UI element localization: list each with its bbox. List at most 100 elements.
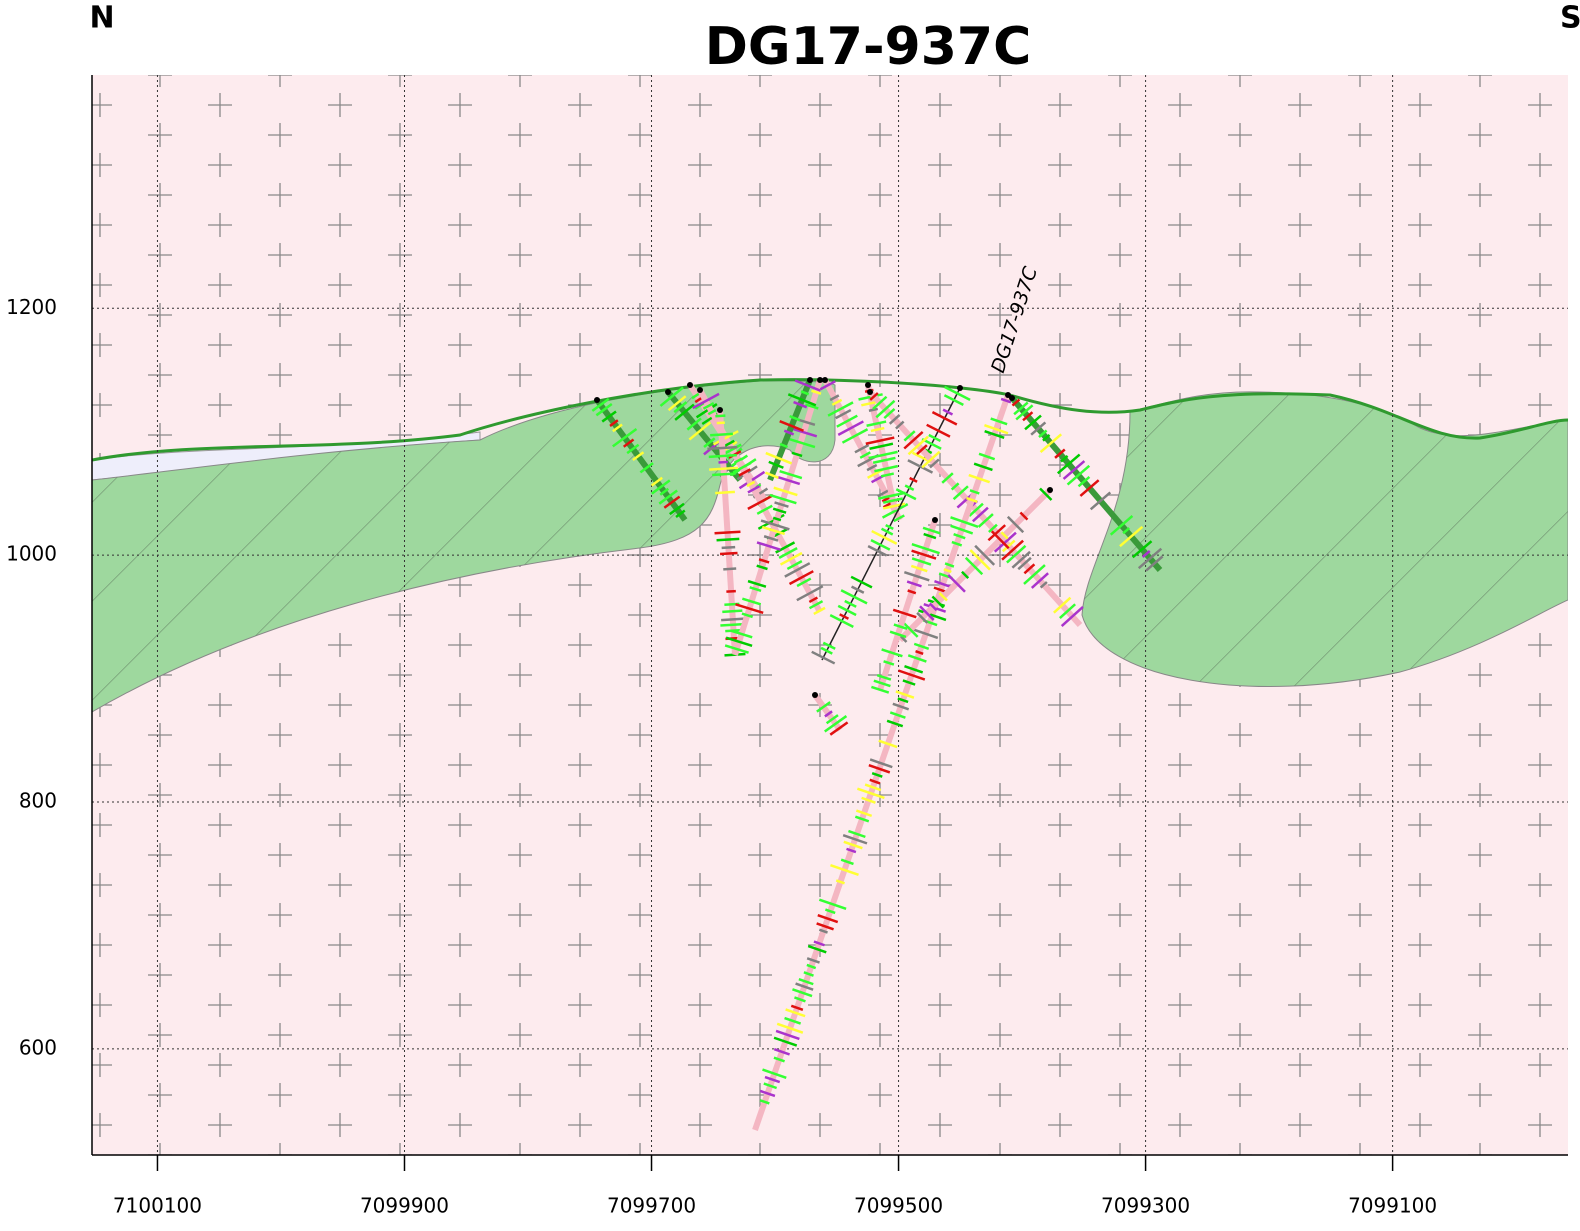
collar <box>932 517 938 523</box>
interval <box>907 654 927 663</box>
interval <box>913 628 939 640</box>
geology <box>92 75 1568 1155</box>
interval <box>773 1047 790 1056</box>
interval <box>785 436 816 449</box>
interval <box>776 1022 804 1034</box>
interval <box>902 621 919 638</box>
interval <box>723 439 735 448</box>
interval <box>934 580 952 589</box>
y-tick-label: 1200 <box>6 295 57 319</box>
interval <box>702 402 715 410</box>
interval <box>798 977 814 986</box>
interval <box>759 1099 770 1105</box>
interval <box>763 1082 778 1090</box>
interval <box>931 595 945 609</box>
interval <box>626 443 640 455</box>
interval <box>880 472 895 478</box>
interval <box>915 650 924 656</box>
interval <box>869 442 894 450</box>
interval <box>658 489 678 505</box>
interval <box>719 551 738 556</box>
interval <box>775 1029 800 1041</box>
interval <box>674 403 695 421</box>
collar <box>865 382 871 388</box>
interval <box>762 1068 787 1079</box>
interval <box>911 543 940 555</box>
interval <box>950 516 979 528</box>
interval <box>977 513 994 528</box>
grid <box>92 75 1568 1155</box>
south-label: S <box>1560 1 1580 36</box>
interval <box>1019 511 1029 521</box>
interval <box>773 1036 798 1047</box>
interval <box>892 608 917 619</box>
interval <box>709 466 739 471</box>
map-title: DG17-937C <box>705 17 1032 77</box>
interval <box>844 599 857 608</box>
interval <box>881 503 909 519</box>
interval <box>1001 539 1016 553</box>
interval <box>883 407 896 420</box>
interval <box>881 648 903 658</box>
interval <box>792 988 813 998</box>
hole-trace <box>897 487 1053 643</box>
interval <box>916 611 929 624</box>
interval <box>1013 401 1029 416</box>
interval <box>622 438 635 448</box>
collar <box>697 387 703 393</box>
collar <box>594 397 600 403</box>
x-tick-label: 7100100 <box>113 1194 202 1218</box>
interval <box>775 541 796 554</box>
interval <box>876 674 892 681</box>
interval <box>715 414 726 418</box>
interval <box>928 433 942 443</box>
interval <box>824 908 836 915</box>
interval <box>875 399 896 419</box>
interval <box>765 451 793 465</box>
interval <box>990 417 1008 426</box>
interval <box>978 452 996 461</box>
interval <box>783 429 795 436</box>
interval <box>882 497 903 504</box>
interval <box>944 562 955 568</box>
interval <box>928 602 938 612</box>
interval <box>1039 433 1063 454</box>
interval <box>1141 550 1151 559</box>
interval <box>830 864 859 877</box>
interval <box>1023 564 1046 585</box>
interval <box>779 442 789 449</box>
interval <box>878 491 906 500</box>
interval <box>768 460 784 469</box>
interval <box>907 435 929 456</box>
interval <box>829 721 849 736</box>
interval <box>966 496 978 503</box>
interval <box>716 537 740 542</box>
interval <box>659 386 684 407</box>
interval <box>859 451 871 459</box>
interval <box>916 444 928 455</box>
interval <box>990 530 1010 550</box>
interval <box>695 403 718 419</box>
interval <box>922 526 941 535</box>
interval <box>710 432 733 437</box>
interval <box>806 963 817 970</box>
interval <box>1060 605 1084 627</box>
interval <box>609 419 619 427</box>
interval <box>1006 515 1025 534</box>
collar <box>817 377 823 383</box>
drill-holes <box>591 377 1164 1131</box>
interval <box>921 450 941 469</box>
interval <box>1042 434 1051 442</box>
interval <box>714 530 741 535</box>
interval <box>988 523 998 533</box>
interval <box>950 482 960 491</box>
interval <box>861 796 876 804</box>
interval <box>718 460 728 464</box>
interval <box>756 564 768 571</box>
interval <box>855 809 873 818</box>
interval <box>786 560 803 571</box>
interval <box>774 501 789 508</box>
interval <box>1054 448 1066 459</box>
x-tick-label: 7099500 <box>854 1194 943 1218</box>
interval <box>840 858 854 866</box>
